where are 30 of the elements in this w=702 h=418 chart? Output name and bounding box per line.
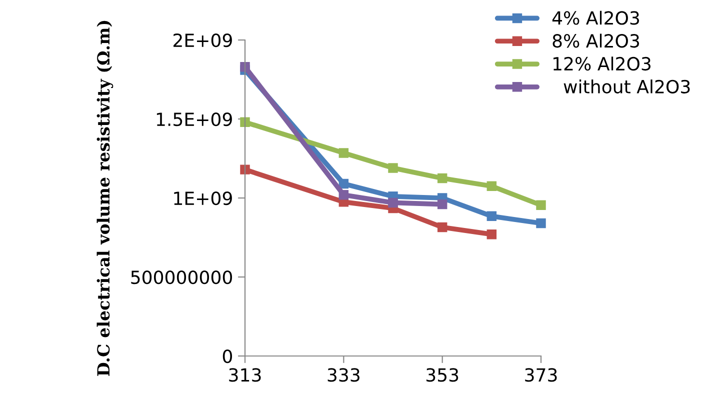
y-tick-label: 1E+09	[174, 191, 232, 206]
legend-label: 4% Al2O3	[552, 10, 640, 25]
point	[338, 190, 349, 200]
x-tick-label: 353	[426, 368, 458, 382]
y-tick-label: 500000000	[131, 270, 232, 284]
x-tick-label: 373	[525, 368, 557, 382]
legend-label: without Al2O3	[564, 80, 690, 94]
point	[437, 222, 448, 232]
point	[338, 178, 349, 189]
point	[338, 148, 349, 158]
y-tick-label: 1.5E+09	[156, 112, 232, 126]
point	[486, 211, 497, 222]
point	[388, 163, 398, 173]
point	[388, 198, 398, 208]
x-tick-label: 313	[229, 368, 261, 382]
point	[486, 181, 497, 192]
y-axis-title: D.C electrical volume resistivity (Ω.m)	[96, 20, 114, 376]
point	[536, 200, 546, 210]
point	[240, 164, 250, 174]
point	[486, 229, 497, 240]
point	[536, 218, 546, 228]
x-tick-label: 333	[328, 368, 360, 382]
y-tick-label: 2E+09	[174, 33, 232, 48]
legend-label: 8% Al2O3	[552, 34, 640, 48]
point	[240, 62, 250, 72]
legend-label: 12% Al2O3	[554, 56, 650, 71]
point	[437, 199, 448, 210]
point	[437, 173, 448, 184]
point	[240, 117, 250, 128]
y-tick-label: 0	[222, 349, 232, 364]
